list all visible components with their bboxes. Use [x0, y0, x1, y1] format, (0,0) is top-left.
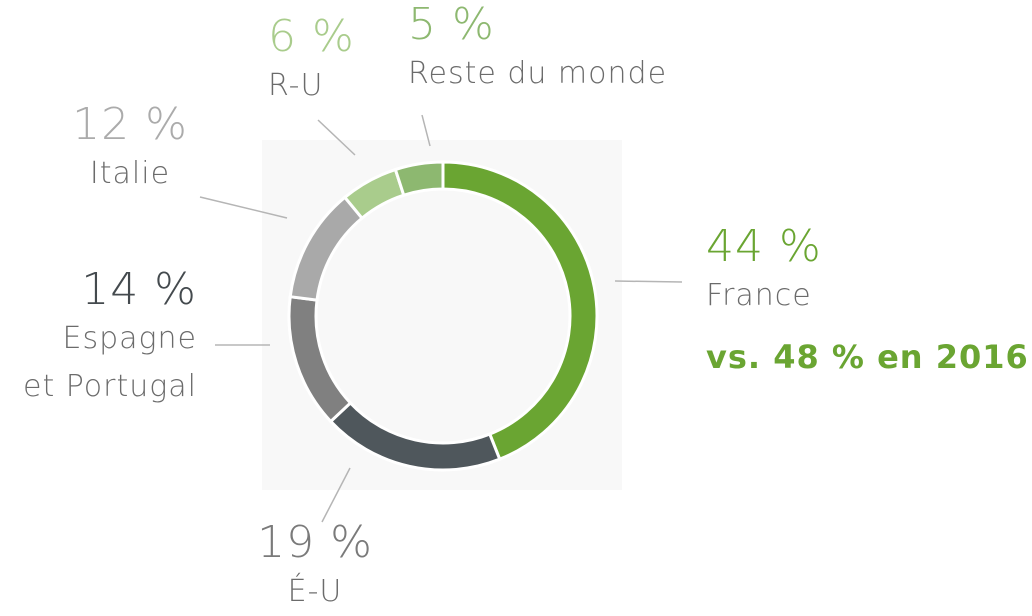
category-label: France	[706, 278, 812, 313]
percent-label: 19 %	[257, 517, 373, 568]
slices	[287, 160, 599, 472]
category-label: Italie	[89, 156, 171, 191]
category-label: Reste du monde	[408, 56, 668, 91]
percent-label: 5 %	[408, 0, 495, 50]
leader-line	[321, 467, 351, 523]
leader-line	[421, 114, 431, 147]
slice-label: 5 % Reste du monde	[408, 0, 667, 98]
category-label: R-U	[268, 68, 324, 103]
slice	[393, 160, 445, 198]
slice-label: 6 % R-U	[268, 12, 355, 110]
percent-label: 12 %	[72, 99, 188, 150]
leader-lines	[199, 114, 683, 523]
annotation: vs. 48 % en 2016	[706, 338, 1029, 376]
slice-label: 44 % France	[706, 222, 822, 320]
leader-line	[199, 196, 288, 219]
leader-line	[317, 119, 356, 156]
percent-label: 14 %	[81, 264, 197, 315]
category-label: É-U	[287, 574, 343, 609]
slice-label: 19 % É-U	[257, 518, 373, 616]
percent-label: 44 %	[706, 221, 822, 272]
slice-label: 14 % Espagne et Portugal	[23, 265, 197, 411]
percent-label: 6 %	[268, 11, 355, 62]
category-label: Espagne et Portugal	[23, 321, 197, 404]
backdrop	[262, 140, 622, 490]
slice-label: 12 % Italie	[72, 100, 188, 198]
leader-line	[614, 280, 683, 283]
